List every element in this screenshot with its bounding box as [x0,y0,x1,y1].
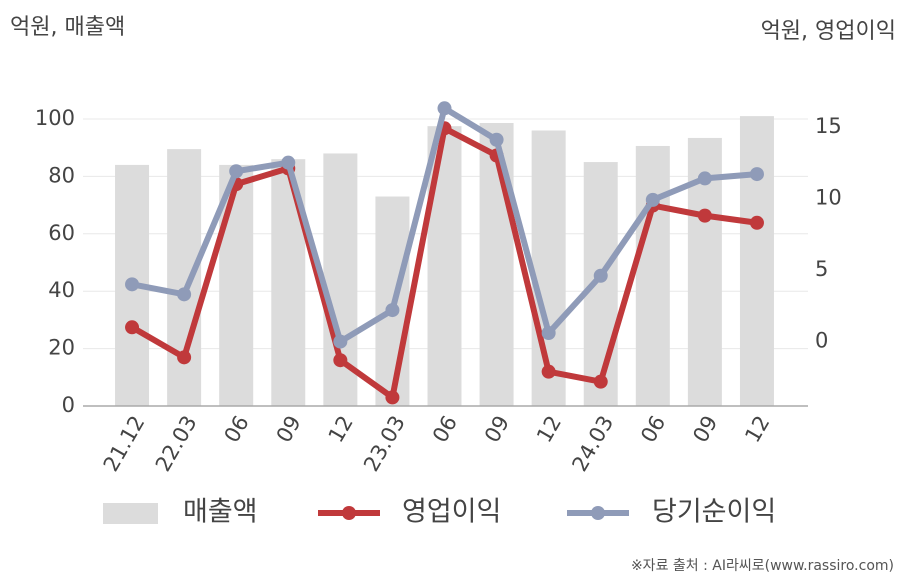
point [541,325,556,340]
legend-label: 영업이익 [402,497,501,528]
point [645,192,660,207]
point [333,353,348,368]
legend-swatch [342,506,356,520]
x-tick-label: 21.12 [99,412,150,476]
bar [479,123,514,406]
x-tick-label: 24.03 [567,412,618,476]
point [489,132,504,147]
y2-tick-label: 15 [815,114,842,138]
y-tick-label: 60 [48,221,75,245]
y-tick-label: 40 [48,278,75,302]
y2-tick-label: 0 [815,329,828,353]
x-tick-label: 22.03 [151,412,202,476]
bar [583,162,618,406]
point [697,171,712,186]
point [125,277,140,292]
y2-tick-label: 10 [815,185,842,209]
legend-label: 당기순이익 [652,497,776,528]
y2-tick-label: 5 [815,257,828,281]
point [541,364,556,379]
y-tick-label: 80 [48,163,75,187]
legend-label: 매출액 [183,497,258,528]
bar [635,145,670,406]
x-tick-label: 09 [480,411,514,446]
x-tick-label: 09 [272,412,306,447]
point [177,350,192,365]
left-axis-title: 억원, 매출액 [10,15,125,40]
x-tick-label: 12 [532,412,566,447]
y-tick-label: 0 [62,393,75,417]
point [385,390,400,405]
x-tick-label: 06 [636,412,670,447]
bar [167,149,202,406]
legend-swatch [591,506,605,520]
point [749,167,764,182]
point [125,320,140,335]
bar [739,116,774,406]
point [177,287,192,302]
point [385,303,400,318]
y-tick-label: 20 [48,336,75,360]
point [333,334,348,349]
point [229,164,244,179]
right-axis-title: 억원, 영업이익 [761,19,896,44]
point [697,208,712,223]
x-tick-label: 06 [220,412,254,447]
point [281,155,296,170]
point [749,215,764,230]
point [593,374,608,389]
source: ※자료 출처 : AI라씨로(www.rassiro.com) [631,558,894,574]
point [593,268,608,283]
x-tick-label: 23.03 [359,412,410,476]
legend-swatch [103,503,158,524]
x-tick-label: 12 [324,412,358,447]
bar [427,126,462,407]
x-tick-label: 06 [428,412,462,447]
x-tick-label: 09 [688,412,722,447]
y-tick-label: 100 [35,106,75,130]
point [437,101,452,116]
x-tick-label: 12 [740,412,774,447]
